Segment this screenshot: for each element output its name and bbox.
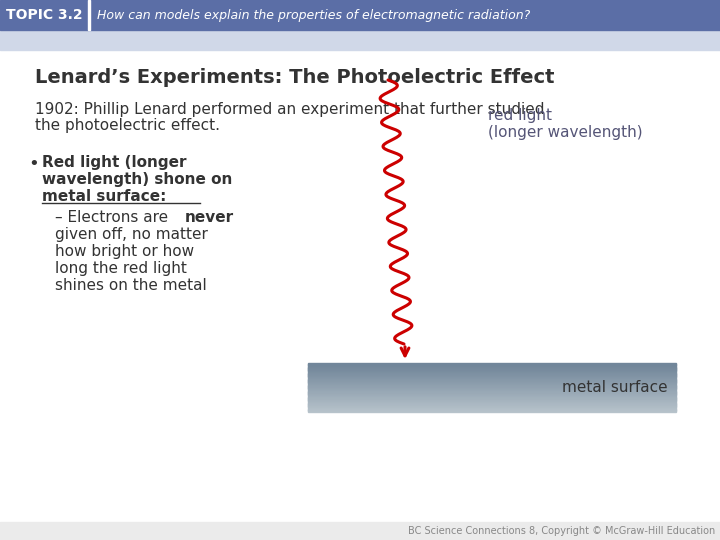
Text: 1902: Phillip Lenard performed an experiment that further studied: 1902: Phillip Lenard performed an experi… <box>35 102 544 117</box>
Bar <box>308 366 676 368</box>
Text: TOPIC 3.2: TOPIC 3.2 <box>6 8 83 22</box>
Text: how bright or how: how bright or how <box>55 244 194 259</box>
Bar <box>308 408 676 410</box>
Bar <box>308 389 676 392</box>
Text: •: • <box>28 155 39 173</box>
Bar <box>308 409 676 411</box>
Bar <box>0 522 720 540</box>
Bar <box>308 386 676 388</box>
Bar <box>308 376 676 379</box>
Bar <box>88 0 90 30</box>
Bar <box>308 402 676 403</box>
Bar <box>308 399 676 401</box>
Bar <box>308 394 676 396</box>
Bar <box>308 364 676 367</box>
Text: red light: red light <box>488 108 552 123</box>
Text: metal surface:: metal surface: <box>42 189 166 204</box>
Text: the photoelectric effect.: the photoelectric effect. <box>35 118 220 133</box>
Bar <box>308 373 676 375</box>
Text: Lenard’s Experiments: The Photoelectric Effect: Lenard’s Experiments: The Photoelectric … <box>35 68 554 87</box>
Text: – Electrons are: – Electrons are <box>55 210 173 225</box>
Bar <box>308 379 676 381</box>
Bar <box>308 377 676 380</box>
Bar <box>0 30 720 50</box>
Text: wavelength) shone on: wavelength) shone on <box>42 172 233 187</box>
Text: Red light (longer: Red light (longer <box>42 155 186 170</box>
Bar <box>308 368 676 370</box>
Bar <box>308 381 676 383</box>
Text: metal surface: metal surface <box>562 380 668 395</box>
Bar <box>0 0 720 30</box>
Bar <box>308 372 676 374</box>
Bar <box>308 393 676 395</box>
Text: long the red light: long the red light <box>55 261 187 276</box>
Bar <box>308 392 676 394</box>
Bar <box>308 369 676 371</box>
Bar <box>308 380 676 382</box>
Text: BC Science Connections 8, Copyright © McGraw-Hill Education: BC Science Connections 8, Copyright © Mc… <box>408 526 715 536</box>
Bar <box>308 387 676 389</box>
Bar <box>308 383 676 386</box>
Bar <box>308 391 676 393</box>
Bar <box>308 370 676 373</box>
Bar <box>308 385 676 387</box>
Bar <box>308 396 676 397</box>
Bar <box>308 375 676 377</box>
Bar <box>308 382 676 384</box>
Bar <box>308 404 676 406</box>
Text: shines on the metal: shines on the metal <box>55 278 207 293</box>
Text: (longer wavelength): (longer wavelength) <box>488 125 643 140</box>
Bar <box>308 407 676 408</box>
Bar <box>308 400 676 402</box>
Bar <box>308 374 676 376</box>
Bar <box>308 388 676 390</box>
Bar <box>308 398 676 400</box>
Text: How can models explain the properties of electromagnetic radiation?: How can models explain the properties of… <box>97 9 530 22</box>
Text: never: never <box>185 210 234 225</box>
Bar <box>308 405 676 407</box>
Bar <box>308 397 676 399</box>
Bar <box>308 363 676 365</box>
Bar <box>308 367 676 369</box>
Bar <box>308 410 676 412</box>
Bar <box>308 403 676 405</box>
Text: given off, no matter: given off, no matter <box>55 227 208 242</box>
